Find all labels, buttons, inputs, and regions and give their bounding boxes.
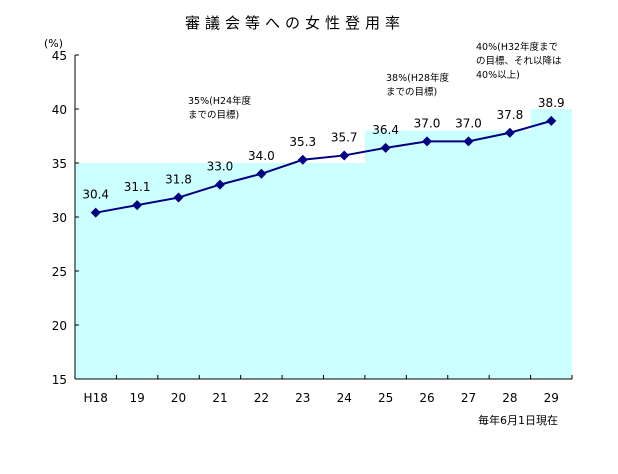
x-tick-label: 28 bbox=[502, 391, 517, 405]
data-label: 35.3 bbox=[289, 135, 316, 149]
target-annotation: までの目標) bbox=[188, 109, 239, 121]
data-label: 35.7 bbox=[331, 130, 358, 144]
data-label: 33.0 bbox=[207, 160, 234, 174]
data-point bbox=[297, 154, 308, 165]
data-label: 34.0 bbox=[248, 149, 275, 163]
y-tick-label: 30 bbox=[52, 211, 67, 225]
series-line bbox=[95, 119, 552, 214]
x-tick-label: 24 bbox=[337, 391, 352, 405]
data-point bbox=[504, 127, 515, 138]
y-tick-label: 20 bbox=[52, 319, 67, 333]
y-tick-label: 25 bbox=[52, 265, 67, 279]
y-tick-label: 45 bbox=[52, 49, 67, 63]
data-point bbox=[546, 115, 557, 126]
target-band bbox=[530, 109, 572, 379]
data-point bbox=[132, 200, 143, 211]
target-annotation: までの目標) bbox=[386, 86, 437, 98]
data-label: 38.9 bbox=[538, 96, 565, 110]
x-tick-label: 21 bbox=[212, 391, 227, 405]
data-label: 36.4 bbox=[372, 123, 399, 137]
data-label: 30.4 bbox=[82, 188, 109, 202]
y-axis-unit: (%) bbox=[44, 37, 63, 50]
chart-title: 審議会等への女性登用率 bbox=[185, 14, 405, 32]
target-annotation: 40%以上) bbox=[476, 70, 520, 81]
data-label: 31.1 bbox=[124, 180, 151, 194]
y-tick-label: 15 bbox=[52, 373, 67, 387]
target-band bbox=[364, 130, 531, 379]
target-annotation: 40%(H32年度まで bbox=[476, 41, 558, 53]
target-annotation: 38%(H28年度 bbox=[386, 72, 450, 84]
data-label: 37.0 bbox=[414, 116, 441, 130]
data-point bbox=[422, 136, 433, 147]
x-tick-label: 19 bbox=[129, 391, 144, 405]
data-label: 31.8 bbox=[165, 173, 192, 187]
data-point bbox=[173, 192, 184, 203]
y-tick-label: 40 bbox=[52, 103, 67, 117]
x-tick-label: 29 bbox=[544, 391, 559, 405]
data-point bbox=[339, 150, 350, 161]
x-tick-label: 22 bbox=[254, 391, 269, 405]
x-tick-label: H18 bbox=[84, 391, 108, 405]
data-label: 37.8 bbox=[497, 108, 524, 122]
data-point bbox=[256, 168, 267, 179]
target-band bbox=[75, 163, 365, 379]
data-point bbox=[380, 142, 391, 153]
data-label: 37.0 bbox=[455, 116, 482, 130]
data-point bbox=[90, 207, 101, 218]
target-annotation: 35%(H24年度 bbox=[188, 95, 252, 107]
data-point bbox=[463, 136, 474, 147]
x-tick-label: 20 bbox=[171, 391, 186, 405]
x-tick-label: 23 bbox=[295, 391, 310, 405]
x-tick-label: 27 bbox=[461, 391, 476, 405]
x-tick-label: 26 bbox=[419, 391, 434, 405]
target-annotation: の目標、それ以降は bbox=[476, 55, 562, 67]
data-point bbox=[214, 179, 225, 190]
y-tick-label: 35 bbox=[52, 157, 67, 171]
x-tick-label: 25 bbox=[378, 391, 393, 405]
date-note: 毎年6月1日現在 bbox=[478, 413, 558, 427]
